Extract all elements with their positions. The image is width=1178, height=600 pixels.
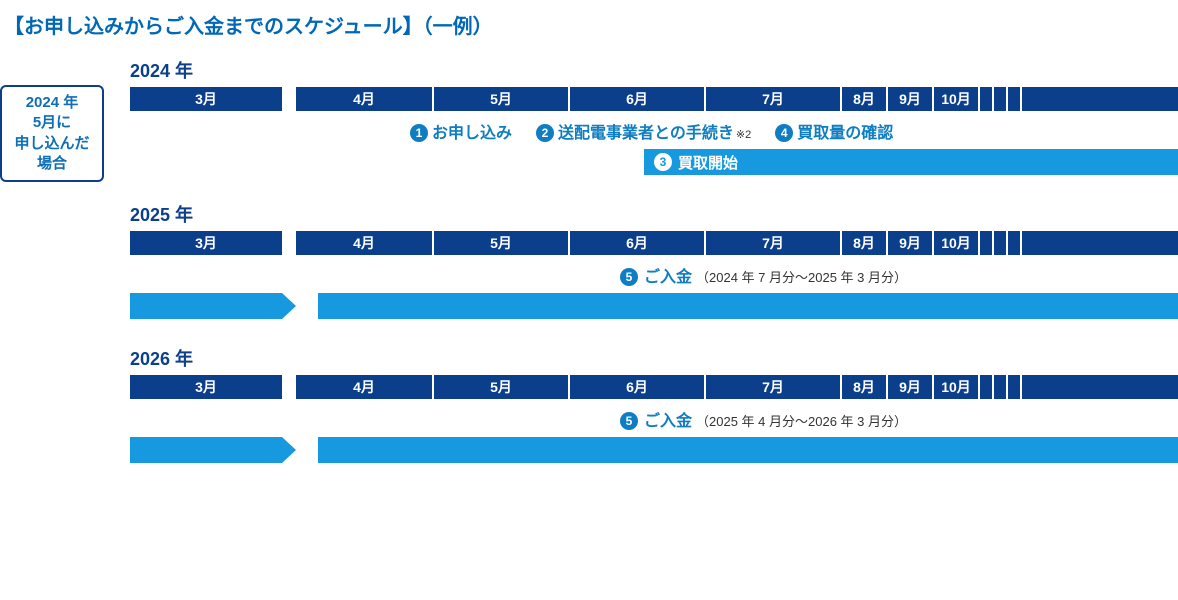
step-item: 4買取量の確認 — [775, 119, 893, 143]
month-cell: 6月 — [568, 87, 704, 111]
month-row: 3月 4月5月6月7月8月9月10月 — [130, 87, 1178, 111]
step-number-icon: 3 — [654, 153, 672, 171]
arrow-head-icon — [282, 293, 296, 319]
schedule-layout: 2024 年 5月に 申し込んだ 場合 2024 年3月4月5月6月7月8月9月… — [0, 57, 1178, 489]
month-cell-stub — [1006, 231, 1020, 255]
month-cell: 10月 — [932, 231, 978, 255]
month-cell: 10月 — [932, 375, 978, 399]
sidebox-line: 5月に — [8, 113, 96, 133]
month-cell: 8月 — [840, 375, 886, 399]
month-cell-stub — [1006, 87, 1020, 111]
month-cell: 8月 — [840, 87, 886, 111]
page-title: 【お申し込みからご入金までのスケジュール】（一例） — [0, 10, 1178, 39]
bar-text: 買取開始 — [678, 152, 738, 173]
month-cell-stub — [992, 231, 1006, 255]
step-text: 買取量の確認 — [797, 119, 893, 143]
step-text: 送配電事業者との手続き — [558, 119, 734, 143]
bar-track — [130, 293, 1178, 319]
month-cell: 7月 — [704, 87, 840, 111]
month-cell-stub — [1020, 87, 1178, 111]
month-gap — [282, 375, 296, 399]
sidebox-line: 2024 年 — [8, 93, 96, 113]
step-number-icon: 2 — [536, 124, 554, 142]
month-cell: 8月 — [840, 231, 886, 255]
step-item: 2送配電事業者との手続き※2 — [536, 119, 751, 143]
month-cell-stub — [992, 375, 1006, 399]
continuation-arrow-bar — [130, 437, 282, 463]
year-block: 2026 年 3月 4月5月6月7月8月9月10月 5 ご入金（2025 年 4 月分〜… — [130, 345, 1178, 463]
sidebox-line: 場合 — [8, 154, 96, 174]
steps-row: 1お申し込み 2送配電事業者との手続き※2 4買取量の確認 — [130, 119, 1178, 143]
month-cell-stub — [978, 87, 992, 111]
month-cell-stub — [1006, 375, 1020, 399]
month-cell: 9月 — [886, 231, 932, 255]
month-cell: 10月 — [932, 87, 978, 111]
continuation-bar — [318, 437, 1178, 463]
bar-track: 3 買取開始 — [130, 149, 1178, 175]
month-cell: 5月 — [432, 231, 568, 255]
payment-range: （2025 年 4 月分〜2026 年 3 月分） — [696, 411, 907, 430]
month-cell: 3月 — [130, 231, 282, 255]
month-cell-stub — [992, 87, 1006, 111]
month-gap — [282, 87, 296, 111]
month-cell: 5月 — [432, 375, 568, 399]
month-cell: 9月 — [886, 87, 932, 111]
step-text: お申し込み — [432, 119, 512, 143]
continuation-bar — [318, 293, 1178, 319]
month-cell: 6月 — [568, 231, 704, 255]
step-footnote: ※2 — [736, 128, 751, 141]
month-cell: 4月 — [296, 87, 432, 111]
month-cell: 9月 — [886, 375, 932, 399]
sidebox-line: 申し込んだ — [8, 134, 96, 154]
year-label: 2026 年 — [130, 345, 1178, 371]
month-gap — [282, 231, 296, 255]
payment-text: ご入金 — [644, 407, 692, 431]
month-cell: 5月 — [432, 87, 568, 111]
step-number-icon: 4 — [775, 124, 793, 142]
month-cell: 3月 — [130, 87, 282, 111]
month-cell: 3月 — [130, 375, 282, 399]
purchase-start-label: 3 買取開始 — [654, 152, 738, 173]
step-item: 1お申し込み — [410, 119, 512, 143]
month-cell: 6月 — [568, 375, 704, 399]
bar-track — [130, 437, 1178, 463]
payment-line: 5 ご入金（2024 年 7 月分〜2025 年 3 月分） — [130, 263, 1178, 287]
month-cell: 4月 — [296, 231, 432, 255]
month-row: 3月 4月5月6月7月8月9月10月 — [130, 375, 1178, 399]
step-number-icon: 5 — [620, 268, 638, 286]
month-cell: 7月 — [704, 375, 840, 399]
payment-range: （2024 年 7 月分〜2025 年 3 月分） — [696, 267, 907, 286]
timeline-column: 2024 年3月4月5月6月7月8月9月10月1お申し込み2送配電事業者との手続… — [130, 57, 1178, 489]
month-cell-stub — [978, 231, 992, 255]
payment-text: ご入金 — [644, 263, 692, 287]
month-cell-stub — [1020, 375, 1178, 399]
case-sidebox: 2024 年 5月に 申し込んだ 場合 — [0, 85, 104, 182]
continuation-arrow-bar — [130, 293, 282, 319]
step-number-icon: 1 — [410, 124, 428, 142]
year-label: 2024 年 — [130, 57, 1178, 83]
year-block: 2025 年 3月 4月5月6月7月8月9月10月 5 ご入金（2024 年 7 月分〜… — [130, 201, 1178, 319]
month-cell: 7月 — [704, 231, 840, 255]
year-block: 2024 年 3月 4月5月6月7月8月9月10月 1お申し込み 2送配電事業者との手続… — [130, 57, 1178, 175]
sidebox-column: 2024 年 5月に 申し込んだ 場合 — [0, 57, 130, 182]
month-cell-stub — [1020, 231, 1178, 255]
step-number-icon: 5 — [620, 412, 638, 430]
year-label: 2025 年 — [130, 201, 1178, 227]
month-cell-stub — [978, 375, 992, 399]
month-row: 3月 4月5月6月7月8月9月10月 — [130, 231, 1178, 255]
month-cell: 4月 — [296, 375, 432, 399]
payment-line: 5 ご入金（2025 年 4 月分〜2026 年 3 月分） — [130, 407, 1178, 431]
arrow-head-icon — [282, 437, 296, 463]
